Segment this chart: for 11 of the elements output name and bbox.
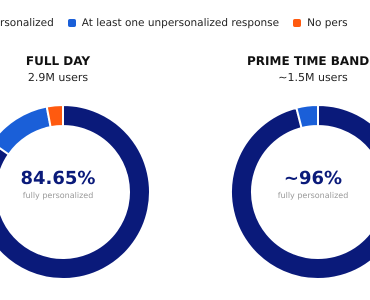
legend-label: At least one unpersonalized response (82, 17, 280, 29)
legend-label: No pers (307, 17, 348, 29)
text: 2.9M users (26, 71, 90, 84)
chart-title: PRIME TIME BAND (247, 54, 370, 68)
chart-subtitle: ~1.5M users (277, 71, 349, 84)
text: fully personalized (22, 191, 94, 200)
text: FULL DAY (24, 54, 92, 68)
text: 84.65% (20, 168, 96, 189)
text: ~96% (282, 168, 344, 189)
text: fully personalized (276, 191, 350, 200)
slice-label: rsonalized (0, 17, 54, 29)
